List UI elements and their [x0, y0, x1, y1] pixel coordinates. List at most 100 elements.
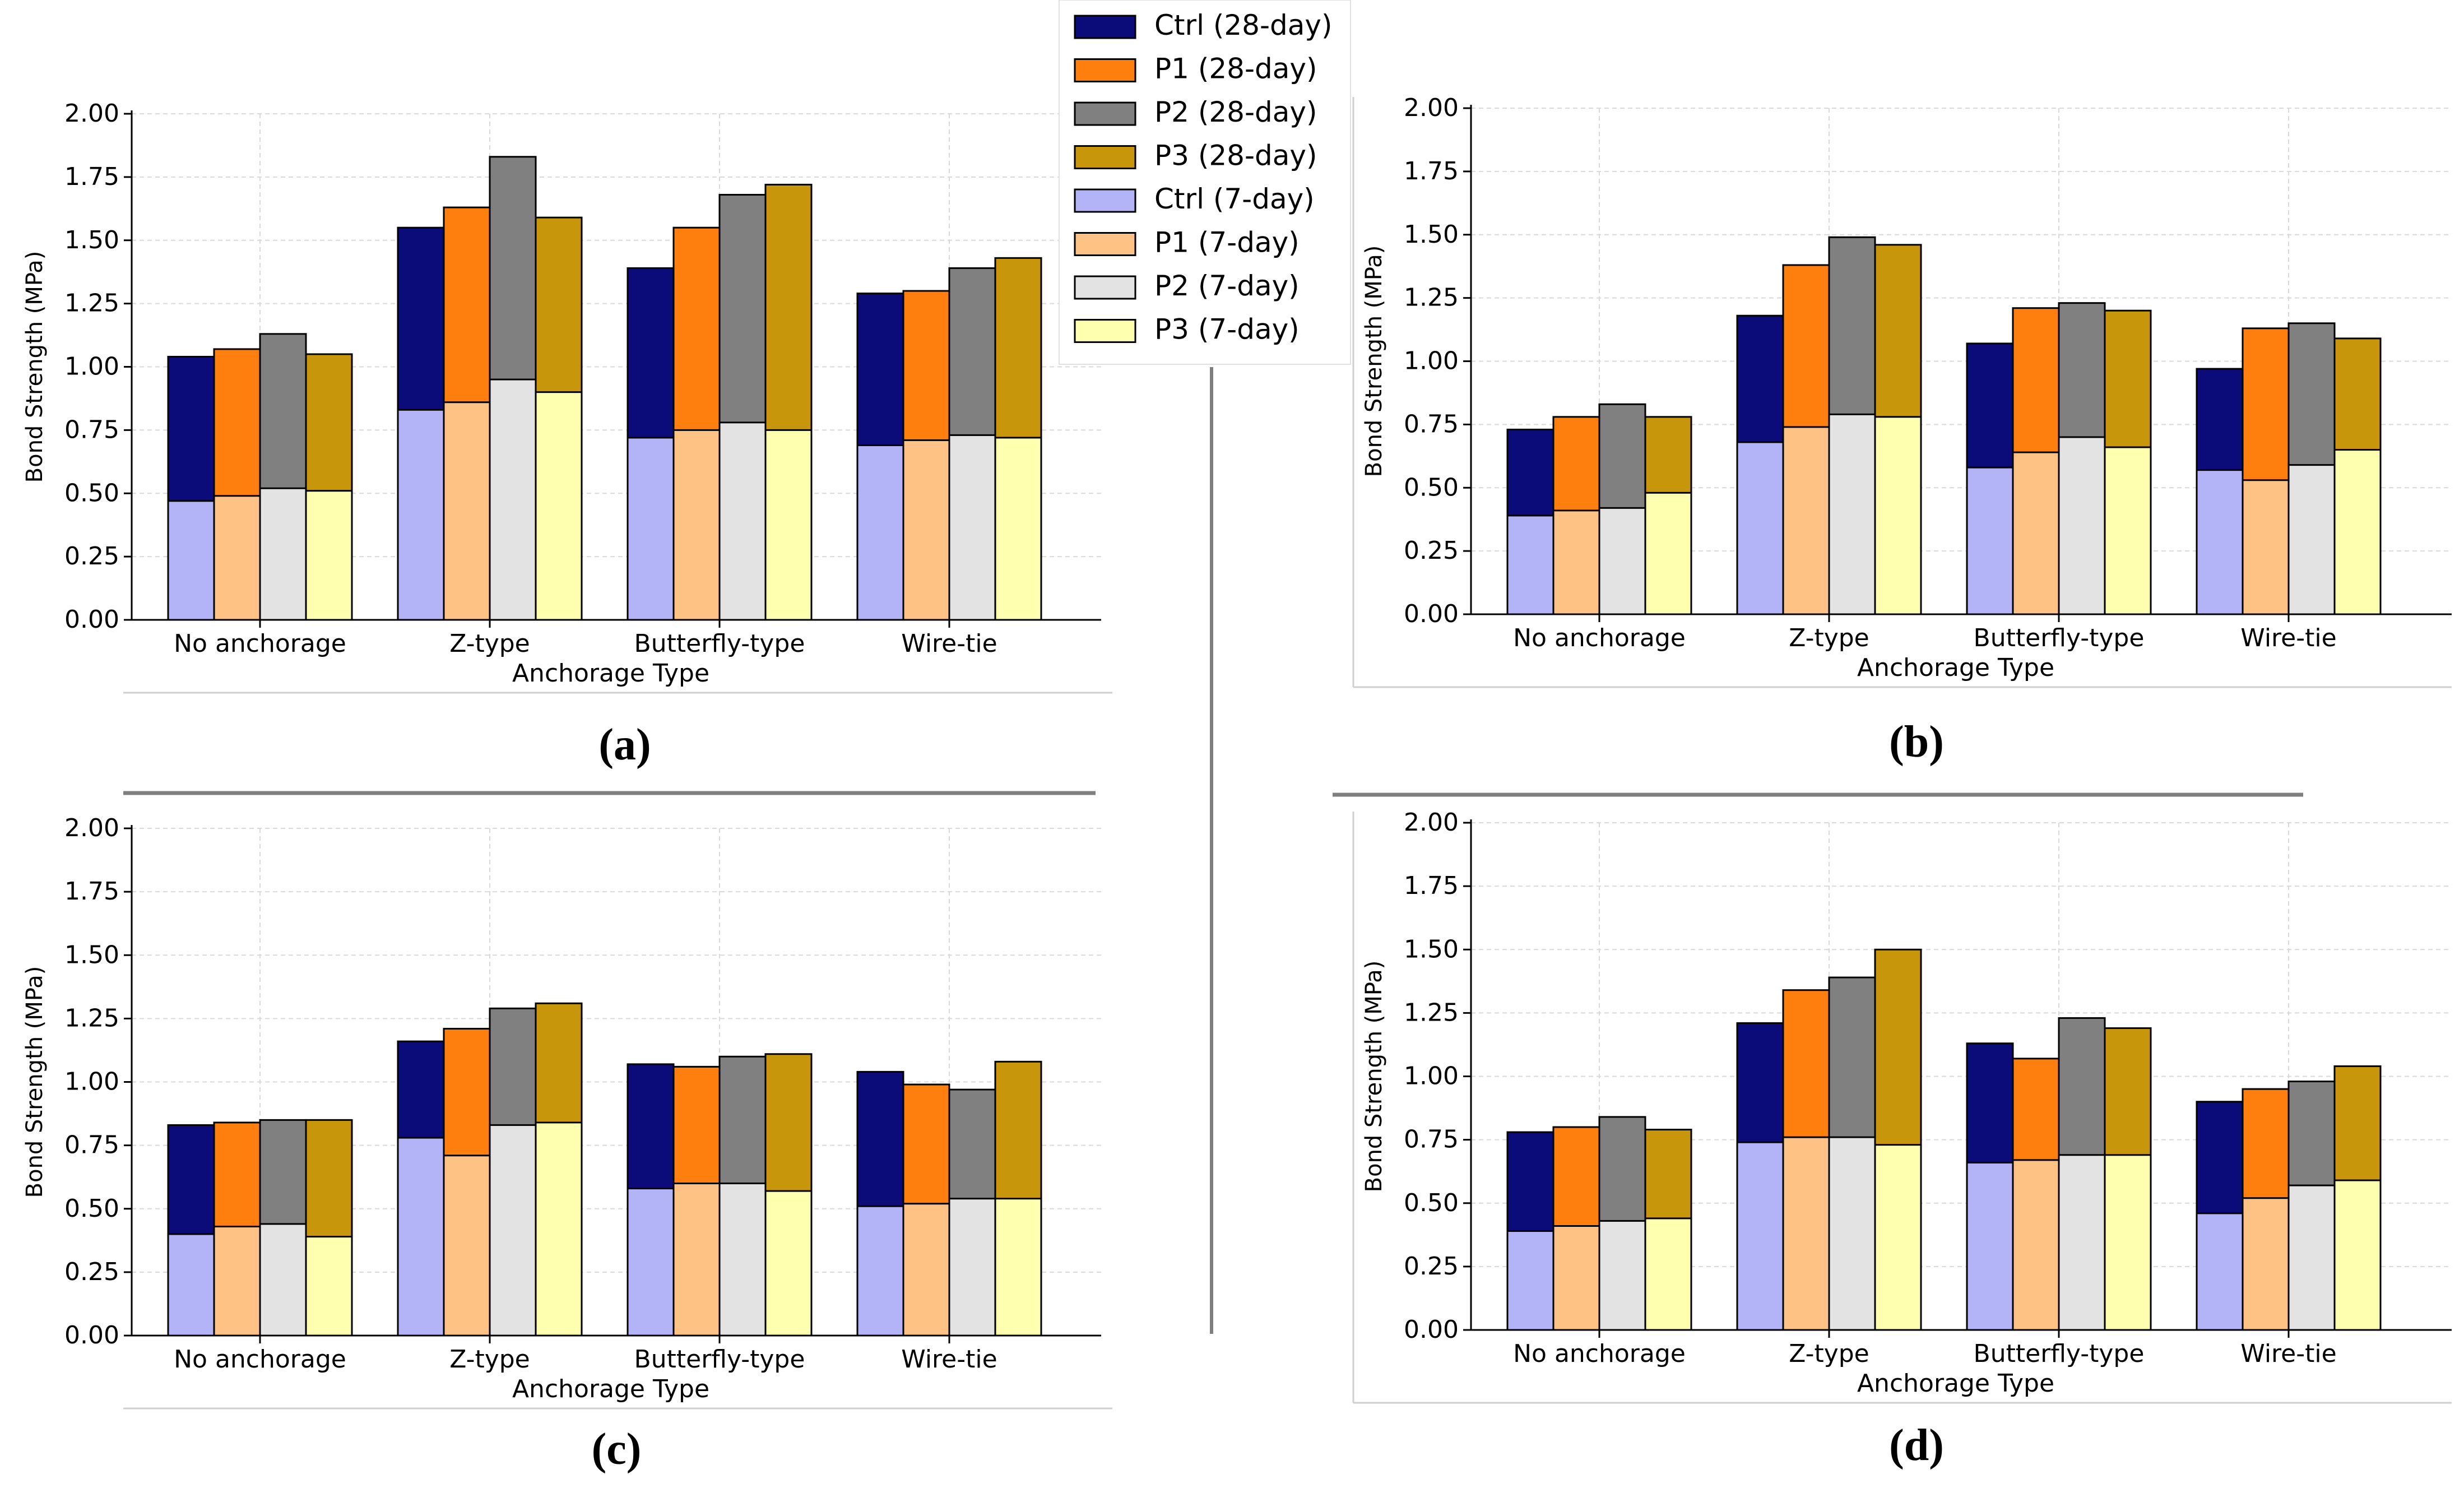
chart-panel-4: 0.00 0.25 0.50 0.75 1.00 1.25 1.50 1.75 2.00 No a… — [1352, 808, 2452, 1470]
bar-7day — [1644, 1217, 1692, 1331]
y-tick-label: 0.25 — [64, 542, 119, 571]
y-tick-label: 2.00 — [64, 814, 119, 842]
legend-label: P2 (28-day) — [1154, 96, 1317, 128]
x-tick-label: Z-type — [1789, 624, 1869, 652]
bar-7day — [764, 1190, 813, 1337]
y-tick-label: 1.25 — [1404, 998, 1459, 1027]
bar-7day — [1736, 1141, 1784, 1331]
y-tick-label: 0.00 — [1404, 600, 1459, 628]
x-tick-label: No anchorage — [174, 1345, 346, 1374]
bar-7day — [1598, 1220, 1646, 1331]
y-tick-label: 0.75 — [1404, 1125, 1459, 1154]
bar-7day — [994, 1198, 1042, 1337]
bar-7day — [672, 1183, 721, 1337]
legend: Ctrl (28-day) P1 (28-day) P2 (28-day) P3 (2… — [1059, 0, 1351, 365]
bar-7day — [948, 434, 996, 621]
legend-swatch — [1074, 275, 1136, 300]
bar-7day — [2333, 449, 2382, 615]
bar-7day — [2196, 469, 2244, 615]
y-axis-title: Bond Strength (MPa) — [22, 966, 48, 1198]
y-tick-label: 0.50 — [64, 1194, 119, 1223]
chart-panel-2: 0.00 0.25 0.50 0.75 1.00 1.25 1.50 1.75 2.00 No a… — [1333, 94, 2452, 797]
y-tick-label: 1.50 — [1404, 935, 1459, 963]
bar-7day — [1782, 426, 1830, 615]
y-tick-label: 0.75 — [64, 1131, 119, 1160]
bar-7day — [994, 437, 1042, 621]
bar-7day — [213, 1225, 261, 1337]
bar-7day — [443, 401, 491, 621]
y-tick-label: 1.25 — [64, 1004, 119, 1032]
bar-7day — [305, 490, 353, 621]
x-tick-label: Butterfly-type — [1974, 1339, 2145, 1368]
bar-7day — [1782, 1136, 1830, 1331]
bar-7day — [627, 437, 675, 621]
bar-7day — [718, 421, 767, 621]
y-tick-label: 2.00 — [1404, 94, 1459, 122]
x-tick-label: No anchorage — [174, 629, 346, 658]
bar-7day — [902, 1203, 950, 1337]
x-tick-label: Butterfly-type — [1974, 624, 2145, 652]
bar-7day — [1874, 416, 1922, 615]
bar-7day — [2012, 1159, 2060, 1331]
y-tick-label: 1.50 — [64, 226, 119, 254]
bar-7day — [627, 1188, 675, 1337]
y-tick-label: 0.25 — [1404, 1252, 1459, 1281]
bar-7day — [167, 500, 215, 621]
y-tick-label: 1.00 — [64, 353, 119, 381]
x-tick-label: No anchorage — [1513, 624, 1686, 652]
panel-label: (c) — [592, 1425, 642, 1474]
bar-7day — [856, 1205, 904, 1337]
x-axis-title: Anchorage Type — [512, 1375, 709, 1403]
x-tick-label: Butterfly-type — [634, 1345, 805, 1374]
bar-7day — [2058, 436, 2106, 615]
x-tick-label: Wire-tie — [901, 629, 997, 658]
y-tick-label: 1.00 — [64, 1068, 119, 1096]
bar-7day — [259, 1223, 307, 1337]
chart-panel-1: 0.00 0.25 0.50 0.75 1.00 1.25 1.50 1.75 2.00 No a… — [22, 99, 1112, 795]
legend-box — [1059, 0, 1351, 365]
bar-7day — [902, 439, 950, 621]
bar-7day — [535, 391, 583, 621]
bar-7day — [2242, 1197, 2290, 1331]
bar-7day — [2242, 479, 2290, 615]
bar-7day — [1966, 466, 2014, 615]
bar-7day — [718, 1183, 767, 1337]
bar-7day — [2058, 1154, 2106, 1331]
y-tick-label: 0.50 — [64, 479, 119, 507]
panel-label: (a) — [598, 720, 651, 770]
bar-7day — [535, 1121, 583, 1337]
bar-7day — [1644, 492, 1692, 615]
y-axis-title: Bond Strength (MPa) — [1361, 245, 1387, 478]
x-tick-label: Butterfly-type — [634, 629, 805, 658]
bar-7day — [2287, 464, 2336, 615]
y-tick-label: 1.00 — [1404, 1062, 1459, 1091]
bar-7day — [489, 1124, 537, 1337]
y-tick-label: 0.25 — [1404, 536, 1459, 565]
x-tick-label: No anchorage — [1513, 1339, 1686, 1368]
bar-7day — [1506, 1230, 1554, 1331]
y-tick-label: 0.75 — [64, 415, 119, 444]
x-axis-title: Anchorage Type — [1857, 1369, 2054, 1398]
y-tick-label: 0.00 — [1404, 1315, 1459, 1344]
bar-7day — [2287, 1184, 2336, 1331]
legend-swatch — [1074, 58, 1136, 82]
y-tick-label: 0.50 — [1404, 473, 1459, 502]
bar-7day — [1874, 1144, 1922, 1331]
y-tick-label: 1.75 — [1404, 157, 1459, 186]
y-tick-label: 1.00 — [1404, 347, 1459, 376]
bar-7day — [443, 1155, 491, 1337]
legend-swatch — [1074, 319, 1136, 343]
bar-7day — [948, 1198, 996, 1337]
y-tick-label: 1.50 — [64, 940, 119, 969]
bar-7day — [489, 378, 537, 621]
x-tick-label: Z-type — [449, 629, 530, 658]
bar-7day — [672, 429, 721, 621]
legend-label: P3 (7-day) — [1154, 313, 1300, 346]
x-tick-label: Z-type — [1789, 1339, 1869, 1368]
bar-7day — [397, 1137, 445, 1337]
bar-7day — [2196, 1212, 2244, 1331]
y-tick-label: 0.00 — [64, 1321, 119, 1350]
y-tick-label: 1.50 — [1404, 220, 1459, 249]
panel-label: (d) — [1889, 1421, 1944, 1470]
